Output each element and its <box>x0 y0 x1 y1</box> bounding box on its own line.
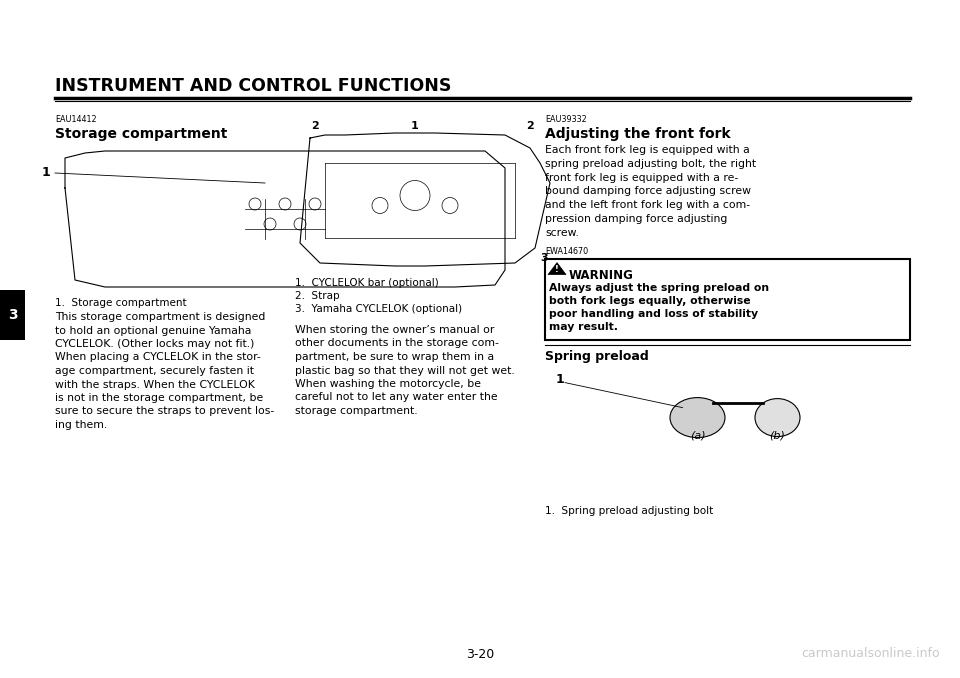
Ellipse shape <box>755 399 800 437</box>
Text: other documents in the storage com-: other documents in the storage com- <box>295 338 499 348</box>
Text: 2.  Strap: 2. Strap <box>295 291 340 301</box>
Text: storage compartment.: storage compartment. <box>295 406 418 416</box>
Text: (a): (a) <box>689 431 706 441</box>
Text: bound damping force adjusting screw: bound damping force adjusting screw <box>545 186 751 197</box>
Text: may result.: may result. <box>549 321 618 332</box>
Text: 1: 1 <box>556 373 564 386</box>
Text: plastic bag so that they will not get wet.: plastic bag so that they will not get we… <box>295 365 515 376</box>
Text: Each front fork leg is equipped with a: Each front fork leg is equipped with a <box>545 145 750 155</box>
Text: 3-20: 3-20 <box>466 648 494 661</box>
Text: 1.  CYCLELOK bar (optional): 1. CYCLELOK bar (optional) <box>295 278 439 288</box>
Text: Always adjust the spring preload on: Always adjust the spring preload on <box>549 283 769 293</box>
Polygon shape <box>548 262 566 275</box>
Text: age compartment, securely fasten it: age compartment, securely fasten it <box>55 366 254 376</box>
Text: to hold an optional genuine Yamaha: to hold an optional genuine Yamaha <box>55 325 252 336</box>
Bar <box>545 258 910 340</box>
Text: This storage compartment is designed: This storage compartment is designed <box>55 312 265 322</box>
Text: poor handling and loss of stability: poor handling and loss of stability <box>549 308 758 319</box>
Text: When washing the motorcycle, be: When washing the motorcycle, be <box>295 379 481 389</box>
Ellipse shape <box>670 397 725 437</box>
Text: INSTRUMENT AND CONTROL FUNCTIONS: INSTRUMENT AND CONTROL FUNCTIONS <box>55 77 451 95</box>
Text: 1: 1 <box>41 167 50 180</box>
Text: screw.: screw. <box>545 228 579 238</box>
Text: EAU14412: EAU14412 <box>55 115 97 124</box>
Text: Spring preload: Spring preload <box>545 350 649 363</box>
Text: and the left front fork leg with a com-: and the left front fork leg with a com- <box>545 200 750 210</box>
Text: 3: 3 <box>540 253 547 263</box>
Text: careful not to let any water enter the: careful not to let any water enter the <box>295 393 497 403</box>
Text: Adjusting the front fork: Adjusting the front fork <box>545 127 731 141</box>
Text: pression damping force adjusting: pression damping force adjusting <box>545 214 728 224</box>
Text: EAU39332: EAU39332 <box>545 115 587 124</box>
Text: WARNING: WARNING <box>569 268 634 281</box>
Text: both fork legs equally, otherwise: both fork legs equally, otherwise <box>549 296 751 306</box>
Text: 2: 2 <box>311 121 319 131</box>
Text: sure to secure the straps to prevent los-: sure to secure the straps to prevent los… <box>55 407 275 416</box>
Text: When storing the owner’s manual or: When storing the owner’s manual or <box>295 325 494 335</box>
Text: 1.  Storage compartment: 1. Storage compartment <box>55 298 186 308</box>
Text: with the straps. When the CYCLELOK: with the straps. When the CYCLELOK <box>55 380 254 389</box>
Text: partment, be sure to wrap them in a: partment, be sure to wrap them in a <box>295 352 494 362</box>
Text: EWA14670: EWA14670 <box>545 247 588 256</box>
Text: spring preload adjusting bolt, the right: spring preload adjusting bolt, the right <box>545 159 756 169</box>
Text: carmanualsonline.info: carmanualsonline.info <box>802 647 940 660</box>
Text: front fork leg is equipped with a re-: front fork leg is equipped with a re- <box>545 173 738 182</box>
Text: CYCLELOK. (Other locks may not fit.): CYCLELOK. (Other locks may not fit.) <box>55 339 254 349</box>
Text: 1.  Spring preload adjusting bolt: 1. Spring preload adjusting bolt <box>545 506 713 515</box>
Text: (b): (b) <box>770 431 785 441</box>
Text: !: ! <box>555 265 559 274</box>
Text: 1: 1 <box>411 121 419 131</box>
Text: 3.  Yamaha CYCLELOK (optional): 3. Yamaha CYCLELOK (optional) <box>295 304 462 314</box>
Bar <box>0 290 25 340</box>
Text: ing them.: ing them. <box>55 420 108 430</box>
Text: When placing a CYCLELOK in the stor-: When placing a CYCLELOK in the stor- <box>55 353 261 363</box>
Text: 3: 3 <box>8 308 17 322</box>
Text: is not in the storage compartment, be: is not in the storage compartment, be <box>55 393 263 403</box>
Text: 2: 2 <box>526 121 534 131</box>
Text: Storage compartment: Storage compartment <box>55 127 228 141</box>
